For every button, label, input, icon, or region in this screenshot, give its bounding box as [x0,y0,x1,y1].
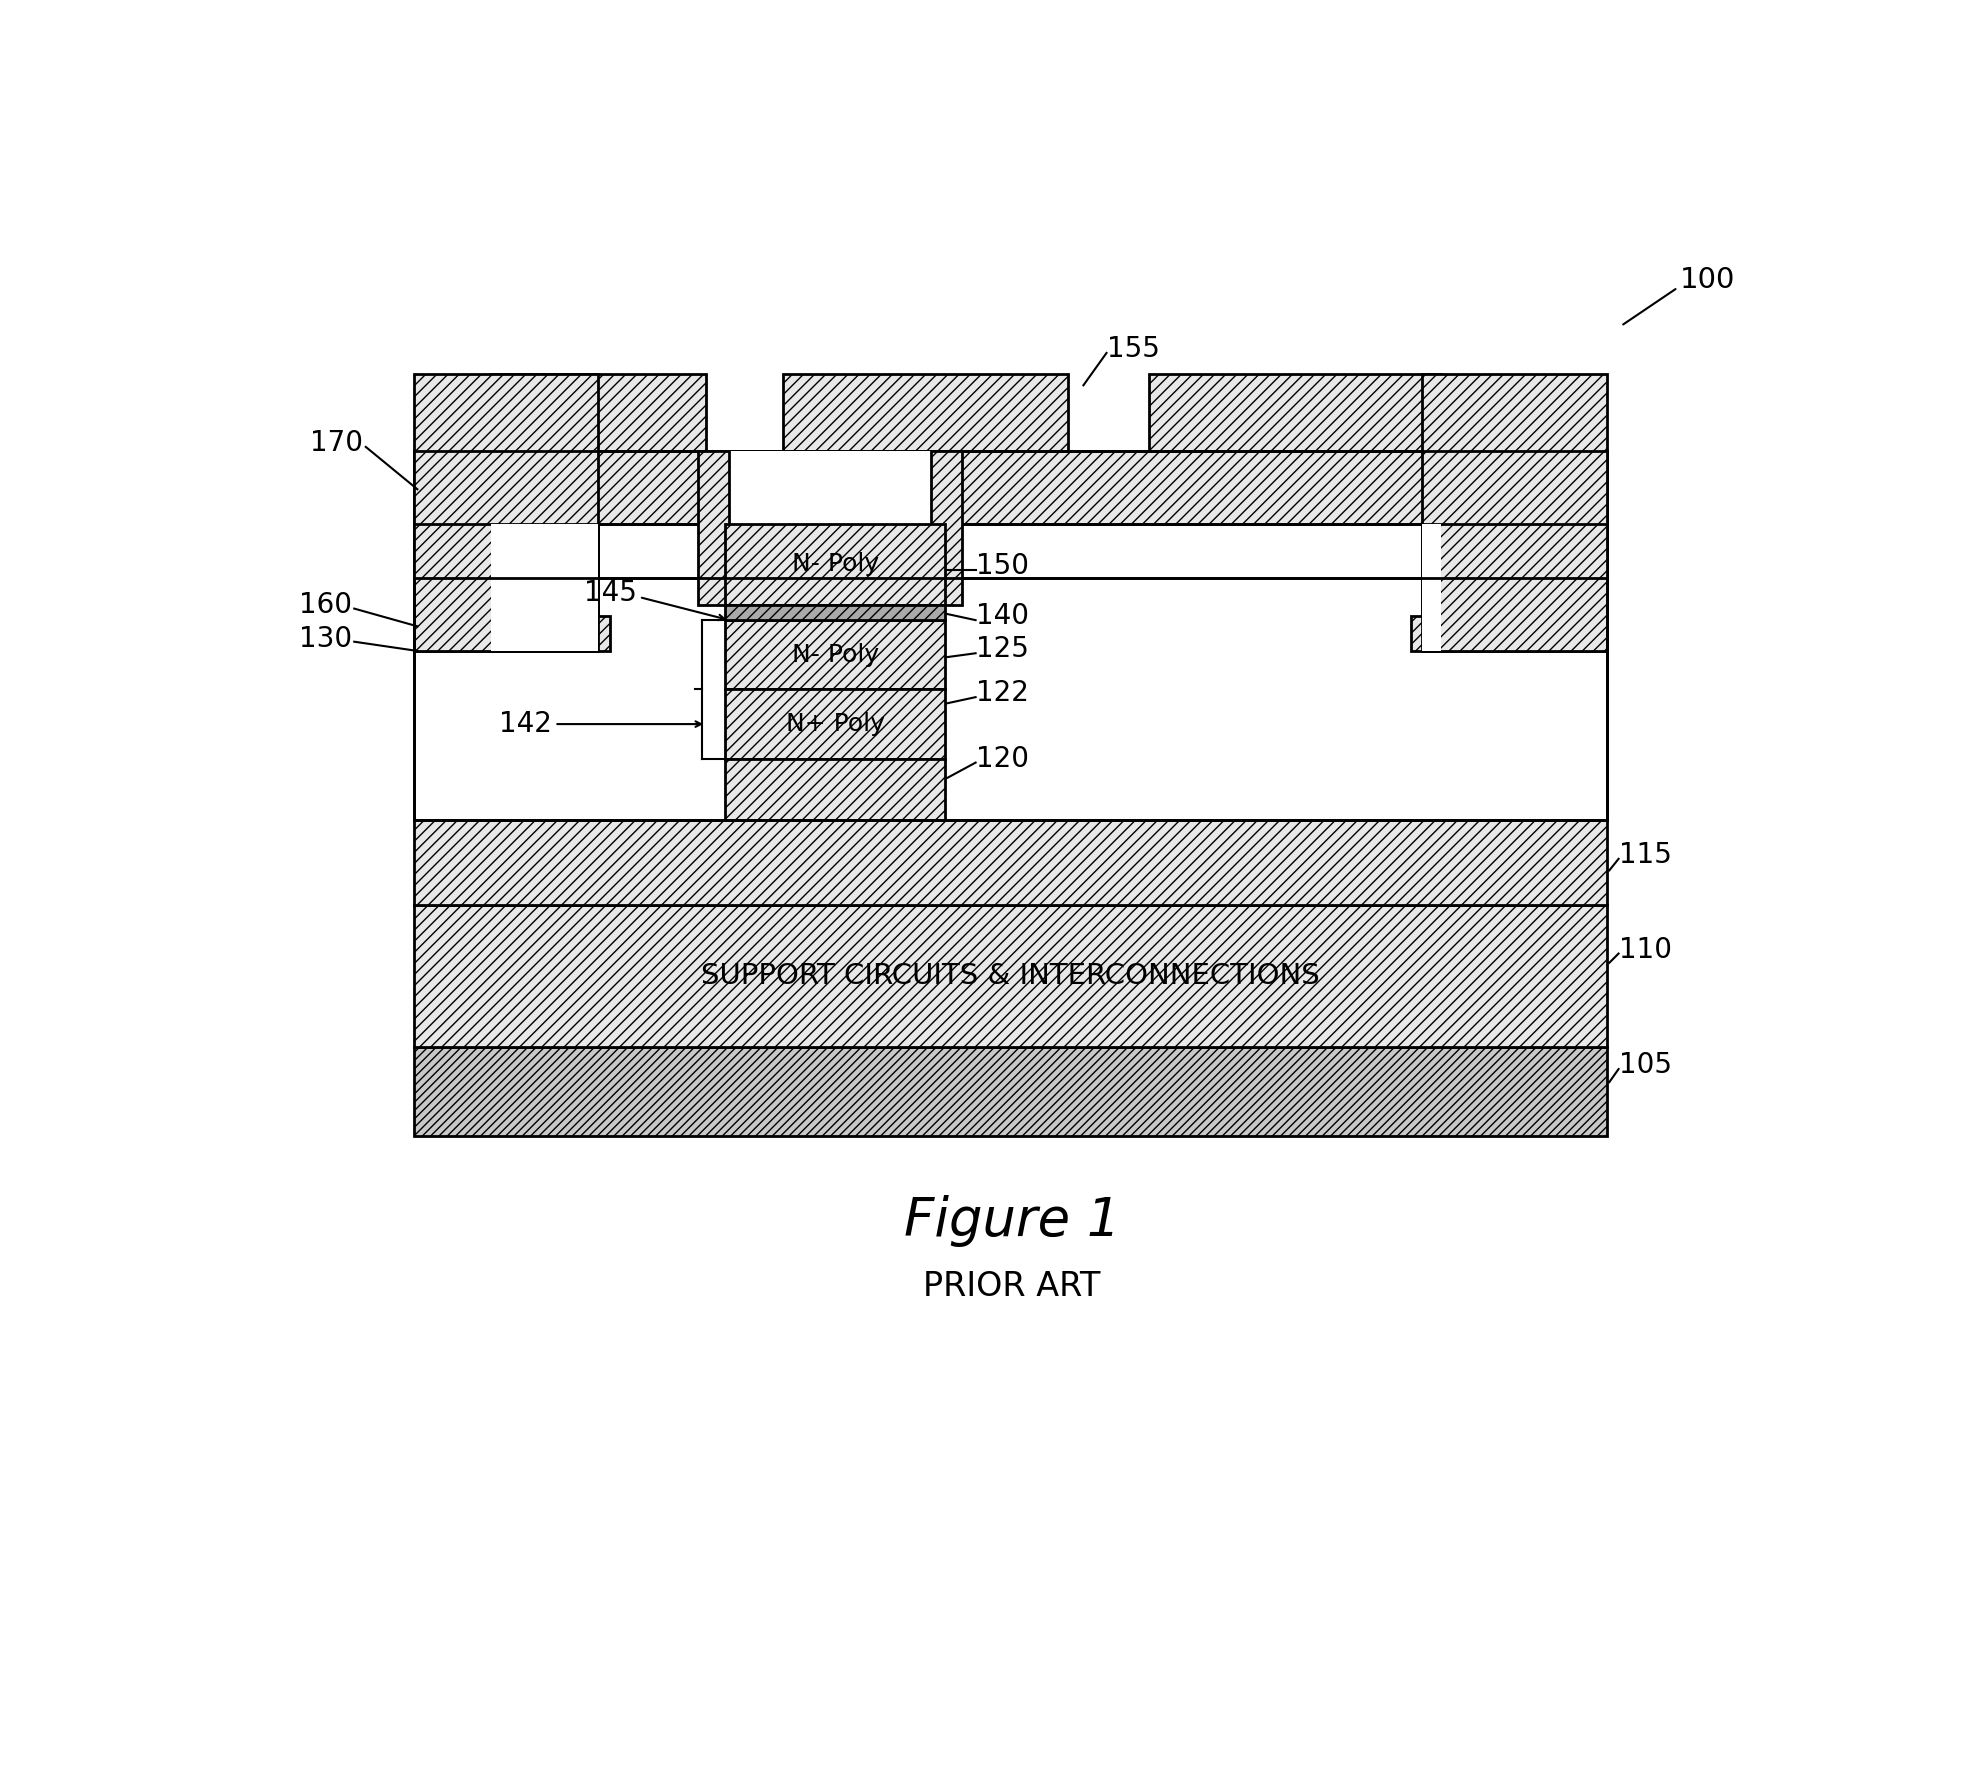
Text: 145: 145 [585,580,636,608]
Text: 115: 115 [1620,841,1671,869]
Text: 110: 110 [1620,937,1671,963]
Bar [729,451,930,523]
Bar [1149,375,1442,451]
Text: PRIOR ART: PRIOR ART [922,1270,1100,1302]
Bar [1422,375,1608,650]
Text: N+ Poly: N+ Poly [786,712,885,737]
Bar [699,451,729,604]
Bar [725,620,944,689]
Bar [413,617,610,650]
Bar [784,375,1068,451]
Text: 155: 155 [1106,336,1159,362]
Text: 120: 120 [976,744,1029,772]
Text: 140: 140 [976,603,1029,631]
Bar [1410,617,1608,650]
Bar [490,523,598,617]
Bar [930,451,962,604]
Text: 122: 122 [976,679,1029,707]
Bar [725,689,944,758]
Bar [413,1048,1608,1136]
Bar [413,905,1608,1048]
Text: N- Poly: N- Poly [792,643,879,666]
Bar [490,375,707,451]
Text: Figure 1: Figure 1 [905,1194,1120,1248]
Text: SUPPORT CIRCUITS & INTERCONNECTIONS: SUPPORT CIRCUITS & INTERCONNECTIONS [701,963,1319,990]
Text: 125: 125 [976,636,1029,663]
Bar [413,451,1608,523]
Text: 105: 105 [1620,1051,1671,1080]
Text: 160: 160 [298,590,352,618]
Bar [725,758,944,820]
Text: 100: 100 [1681,265,1736,293]
Text: 130: 130 [298,626,352,654]
Text: 170: 170 [310,429,363,458]
Bar [413,578,1608,820]
Bar [413,523,598,617]
Bar [1422,523,1442,617]
Text: 142: 142 [500,710,553,739]
Bar [490,578,598,650]
Bar [413,820,1608,905]
Text: 150: 150 [976,553,1029,580]
Text: N- Poly: N- Poly [792,553,879,576]
Bar [729,451,930,523]
Bar [413,375,598,650]
Bar [1422,578,1442,650]
Bar [413,578,1608,820]
Bar [1422,523,1608,617]
Bar [725,523,944,604]
Bar [725,604,944,620]
